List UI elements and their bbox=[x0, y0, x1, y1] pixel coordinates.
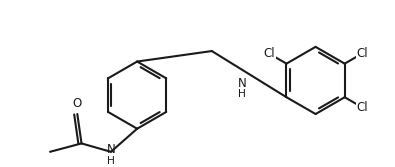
Text: H: H bbox=[238, 89, 246, 99]
Text: Cl: Cl bbox=[263, 47, 275, 60]
Text: H: H bbox=[107, 156, 115, 166]
Text: N: N bbox=[237, 77, 246, 90]
Text: Cl: Cl bbox=[356, 101, 368, 114]
Text: N: N bbox=[107, 143, 115, 156]
Text: Cl: Cl bbox=[356, 47, 368, 60]
Text: O: O bbox=[73, 97, 82, 110]
